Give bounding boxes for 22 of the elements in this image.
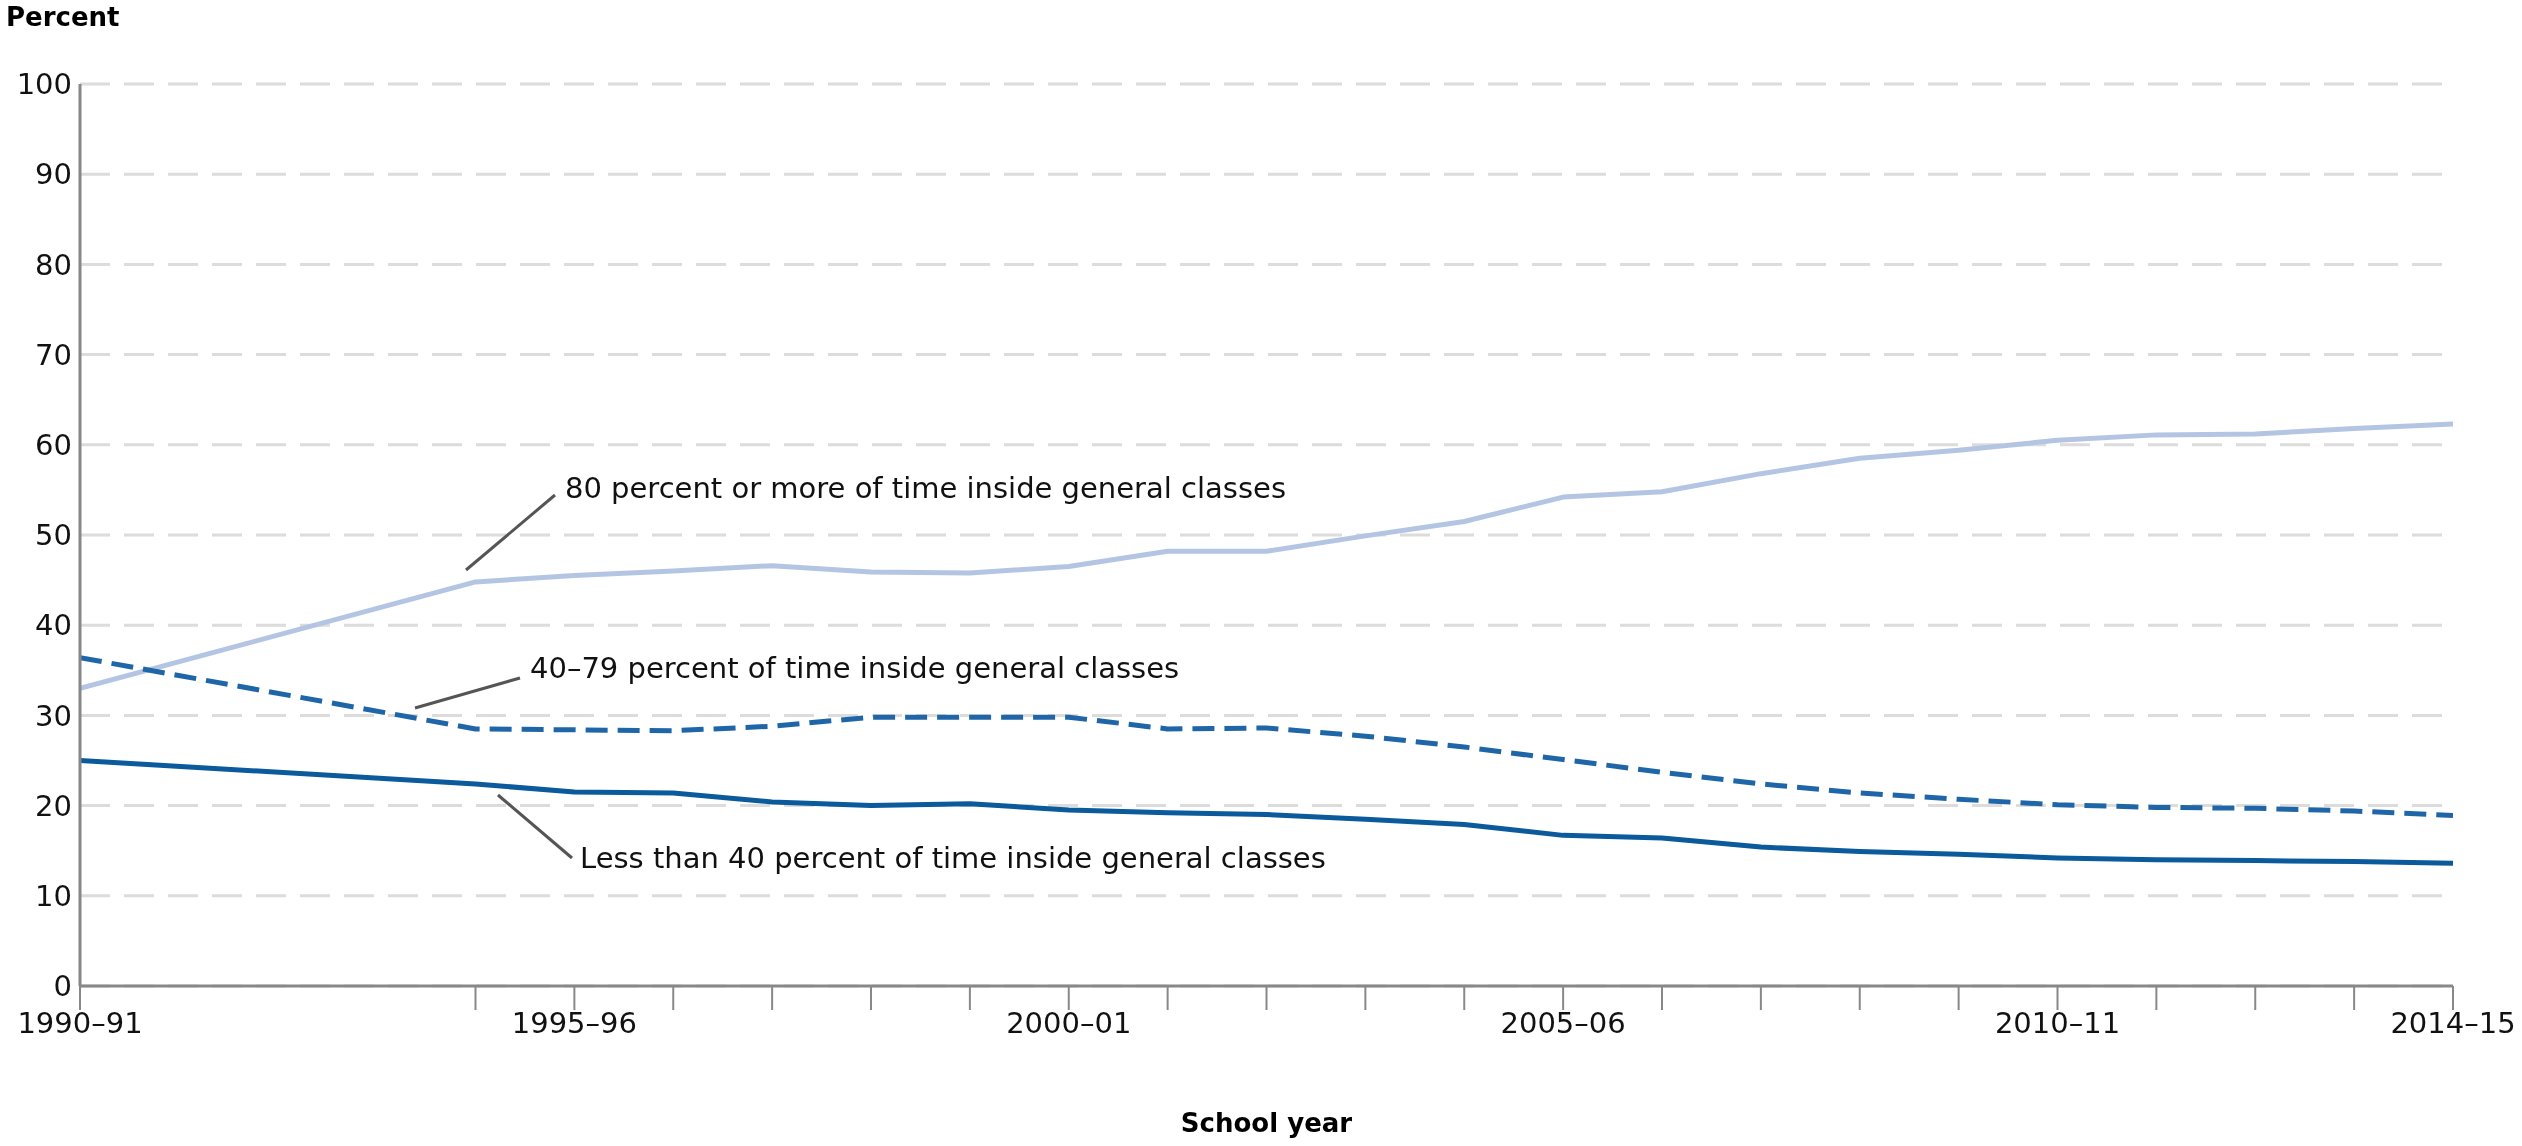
x-axis-title: School year bbox=[1179, 1108, 1354, 1138]
y-tick-label: 40 bbox=[35, 608, 72, 643]
x-tick-label: 1990–91 bbox=[17, 1005, 143, 1040]
y-axis-title: Percent bbox=[6, 2, 120, 32]
series-label: 40–79 percent of time inside general classes bbox=[530, 651, 1180, 685]
series-label: 80 percent or more of time inside general classes bbox=[565, 471, 1286, 505]
y-tick-label: 80 bbox=[35, 247, 72, 282]
y-tick-label: 0 bbox=[53, 969, 72, 1004]
x-tick-label: 2014–15 bbox=[2390, 1005, 2516, 1040]
y-tick-label: 30 bbox=[35, 698, 72, 733]
y-tick-label: 60 bbox=[35, 428, 72, 463]
y-tick-label: 10 bbox=[35, 879, 72, 914]
x-tick-label: 2010–11 bbox=[1994, 1005, 2121, 1040]
x-tick-label: 2005–06 bbox=[1500, 1005, 1626, 1040]
y-tick-label: 50 bbox=[35, 518, 72, 553]
y-tick-label: 100 bbox=[16, 67, 72, 102]
x-tick-label: 2000–01 bbox=[1006, 1005, 1132, 1040]
y-tick-label: 20 bbox=[35, 788, 72, 823]
x-tick-label: 1995–96 bbox=[511, 1005, 637, 1040]
y-tick-label: 70 bbox=[35, 337, 72, 372]
series-label: Less than 40 percent of time inside general classes bbox=[580, 841, 1326, 875]
y-tick-label: 90 bbox=[35, 157, 72, 192]
